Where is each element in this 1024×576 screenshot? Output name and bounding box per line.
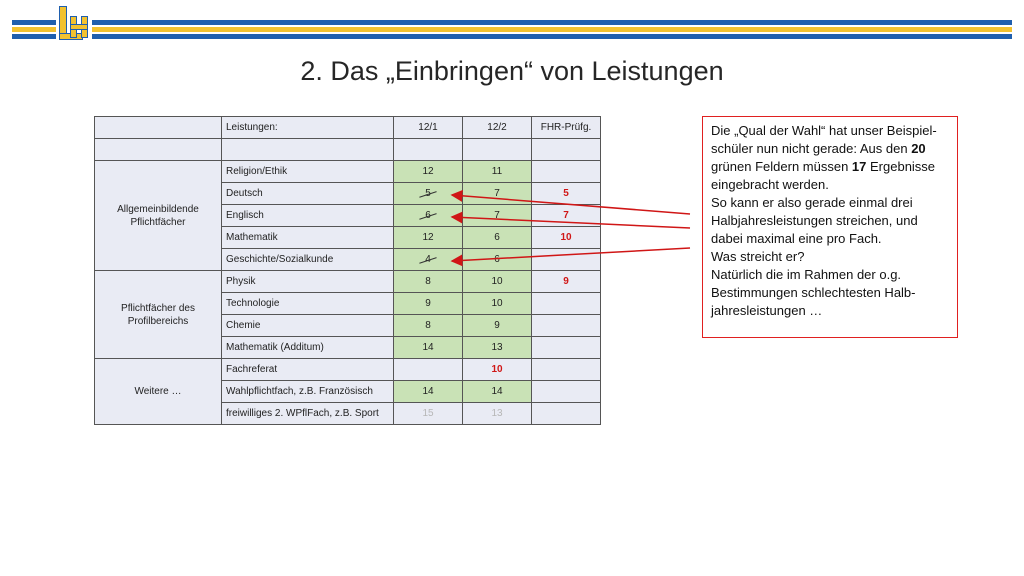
note-paragraph-1: Die „Qual der Wahl“ hat unser Beispiel-s… (711, 123, 937, 192)
grade-cell: 12 (393, 226, 463, 249)
table-header-row: Leistungen: 12/1 12/2 FHR-Prüfg. (94, 116, 601, 139)
grade-cell: 10 (462, 270, 532, 293)
table-row: Wahlpflichtfach, z.B. Französisch 14 14 (95, 380, 601, 403)
table-row: Weitere … Fachreferat 10 (94, 358, 601, 425)
grade-cell: 12 (393, 160, 463, 183)
grade-cell (393, 358, 463, 381)
header-12-1: 12/1 (393, 116, 463, 139)
grade-cell: 14 (393, 380, 463, 403)
group-allgemein: Allgemeinbildende Pflichtfächer (94, 160, 222, 271)
grade-cell (531, 336, 601, 359)
subject-cell: freiwilliges 2. WPflFach, z.B. Sport (221, 402, 394, 425)
grade-cell: 7 (462, 182, 532, 205)
header-stripe-yellow (12, 27, 1012, 32)
grade-cell-struck: 6 (393, 204, 463, 227)
grade-cell: 10 (462, 292, 532, 315)
grade-cell: 9 (393, 292, 463, 315)
note-paragraph-3: Was streicht er? (711, 249, 805, 264)
grade-cell-fhr: 9 (531, 270, 601, 293)
subject-cell: Technologie (221, 292, 394, 315)
subject-cell: Geschichte/Sozialkunde (221, 248, 394, 271)
header-stripe-blue-top (12, 20, 1012, 25)
grade-cell (531, 160, 601, 183)
grades-table: Leistungen: 12/1 12/2 FHR-Prüfg. Allgeme… (94, 116, 601, 425)
grade-cell: 15 (393, 402, 463, 425)
table-row: Mathematik (Additum) 14 13 (95, 336, 601, 359)
grade-cell: 7 (462, 204, 532, 227)
table-empty-row (94, 138, 601, 161)
grade-cell: 8 (393, 270, 463, 293)
table-row: Chemie 8 9 (95, 314, 601, 337)
grade-cell-fhr: 7 (531, 204, 601, 227)
subject-cell: Wahlpflichtfach, z.B. Französisch (221, 380, 394, 403)
grade-cell: 6 (462, 226, 532, 249)
header-12-2: 12/2 (462, 116, 532, 139)
grade-cell: 13 (462, 402, 532, 425)
subject-cell: Fachreferat (221, 358, 394, 381)
page-title: 2. Das „Einbringen“ von Leistungen (300, 56, 724, 86)
subject-cell: Chemie (221, 314, 394, 337)
grade-cell (531, 248, 601, 271)
grade-cell: 9 (462, 314, 532, 337)
grade-cell: 13 (462, 336, 532, 359)
grade-cell-fhr: 10 (531, 226, 601, 249)
grade-cell (531, 358, 601, 381)
explanation-box: Die „Qual der Wahl“ hat unser Beispiel-s… (702, 116, 958, 338)
table-row: Pflichtfächer des Profilbereichs Physik … (94, 270, 601, 359)
note-paragraph-4: Natürlich die im Rahmen der o.g. Bestimm… (711, 267, 916, 318)
subject-cell: Deutsch (221, 182, 394, 205)
group-profil: Pflichtfächer des Profilbereichs (94, 270, 222, 359)
school-logo (56, 6, 92, 42)
grade-cell-fhr: 5 (531, 182, 601, 205)
grade-cell-struck: 4 (393, 248, 463, 271)
grade-cell: 11 (462, 160, 532, 183)
header-stripe-blue-bottom (12, 34, 1012, 39)
note-paragraph-2: So kann er also gerade einmal drei Halbj… (711, 195, 918, 246)
header-fhr: FHR-Prüfg. (531, 116, 601, 139)
table-row: Technologie 9 10 (95, 292, 601, 315)
grade-cell: 14 (393, 336, 463, 359)
grade-cell: 10 (462, 358, 532, 381)
table-row: Allgemeinbildende Pflichtfächer Religion… (94, 160, 601, 271)
grade-cell (531, 402, 601, 425)
header-label: Leistungen: (221, 116, 394, 139)
grade-cell: 14 (462, 380, 532, 403)
subject-cell: Mathematik (Additum) (221, 336, 394, 359)
subject-cell: Englisch (221, 204, 394, 227)
grade-cell: 6 (462, 248, 532, 271)
subject-cell: Mathematik (221, 226, 394, 249)
grade-cell (531, 314, 601, 337)
table-row: Mathematik 12 6 10 (95, 226, 601, 249)
subject-cell: Religion/Ethik (221, 160, 394, 183)
subject-cell: Physik (221, 270, 394, 293)
table-row: freiwilliges 2. WPflFach, z.B. Sport 15 … (95, 402, 601, 425)
grade-cell (531, 380, 601, 403)
grade-cell: 8 (393, 314, 463, 337)
grade-cell (531, 292, 601, 315)
group-weitere: Weitere … (94, 358, 222, 425)
grade-cell-struck: 5 (393, 182, 463, 205)
